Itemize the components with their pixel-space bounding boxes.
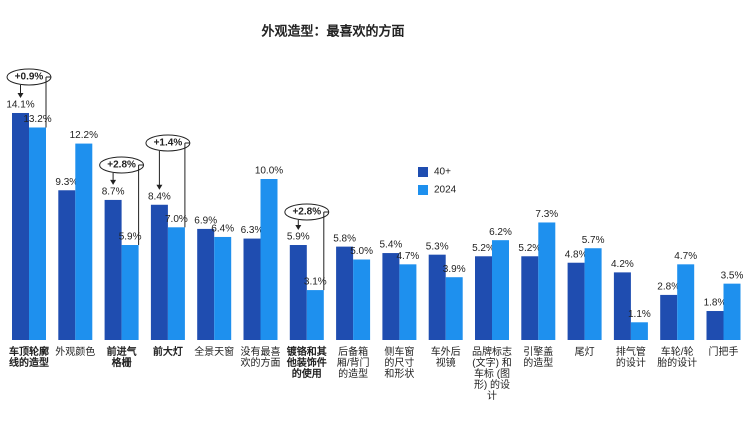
- annotation: +0.9%: [15, 72, 44, 83]
- value-label: 6.4%: [211, 224, 234, 235]
- value-label: 5.8%: [333, 233, 356, 244]
- value-label: 10.0%: [255, 166, 283, 177]
- x-tick-label: 门把手: [708, 347, 739, 358]
- value-label: 5.9%: [119, 232, 142, 243]
- bar: [75, 143, 93, 340]
- x-tick-label: 品牌标志 (文字) 和 车标 (图 形) 的设 计: [472, 347, 512, 402]
- value-label: 3.1%: [304, 277, 327, 288]
- bar: [29, 127, 46, 340]
- bar: [706, 311, 724, 340]
- x-tick-label: 尾灯: [574, 347, 595, 358]
- value-label: 9.3%: [55, 177, 78, 188]
- value-label: 13.2%: [23, 114, 51, 125]
- x-tick-label: 没有最喜 欢的方面: [240, 347, 281, 369]
- bar: [336, 246, 354, 340]
- bar: [197, 228, 215, 340]
- x-tick-label: 车顶轮廓 线的造型: [9, 347, 49, 369]
- bar: [521, 256, 539, 340]
- value-label: 8.4%: [148, 191, 171, 202]
- value-label: 8.7%: [102, 187, 125, 198]
- arrow-head: [156, 184, 163, 190]
- bar: [445, 277, 463, 340]
- bar: [613, 272, 631, 340]
- value-label: 3.9%: [443, 264, 466, 275]
- bar: [104, 199, 122, 340]
- x-tick-label: 后备箱 厢/背门 的造型: [336, 347, 370, 380]
- bar: [243, 238, 261, 340]
- value-label: 5.4%: [380, 240, 403, 251]
- value-label: 6.3%: [241, 225, 264, 236]
- value-label: 5.0%: [350, 246, 373, 257]
- value-label: 4.2%: [611, 259, 634, 270]
- bar: [538, 222, 556, 340]
- x-tick-label: 外观颜色: [55, 347, 96, 358]
- value-label: 5.2%: [472, 243, 495, 254]
- x-tick-label: 前大灯: [152, 347, 183, 358]
- value-label: 6.9%: [194, 216, 217, 227]
- value-label: 6.2%: [489, 227, 512, 238]
- bar: [167, 227, 185, 340]
- value-label: 4.8%: [565, 249, 588, 260]
- value-label: 1.8%: [704, 298, 727, 309]
- value-label: 4.7%: [397, 251, 420, 262]
- value-label: 4.7%: [674, 251, 697, 262]
- legend-swatch: [418, 167, 428, 177]
- bar: [260, 179, 278, 340]
- bar: [121, 245, 139, 340]
- bar: [492, 240, 509, 340]
- bar: [677, 264, 695, 340]
- x-tick-label: 引擎盖 的造型: [523, 347, 554, 369]
- value-label: 7.0%: [165, 214, 188, 225]
- x-tick-label: 车轮/轮 胎的设计: [657, 347, 698, 369]
- value-label: 3.5%: [721, 270, 744, 281]
- bar: [584, 248, 602, 340]
- arrow-head: [295, 225, 302, 231]
- bar: [58, 190, 76, 340]
- value-label: 14.1%: [6, 100, 34, 111]
- bar: [630, 322, 648, 340]
- annotation: +1.4%: [154, 138, 183, 149]
- annotation: +2.8%: [292, 207, 321, 218]
- bar: [306, 290, 324, 340]
- value-label: 12.2%: [70, 130, 98, 141]
- value-label: 5.3%: [426, 241, 449, 252]
- legend-swatch: [418, 185, 428, 195]
- x-tick-label: 车外后 视镜: [430, 347, 461, 369]
- bar: [150, 204, 168, 340]
- value-label: 2.8%: [657, 282, 680, 293]
- legend-label: 40+: [434, 167, 451, 178]
- bar: [399, 264, 417, 340]
- x-tick-label: 全景天窗: [194, 347, 235, 358]
- bar: [214, 236, 232, 340]
- bar: [289, 245, 307, 340]
- arrow-head: [110, 179, 117, 185]
- value-label: 7.3%: [535, 209, 558, 220]
- value-label: 5.9%: [287, 232, 310, 243]
- x-tick-label: 前进气 格栅: [106, 347, 137, 369]
- x-tick-label: 侧车窗 的尺寸 和形状: [384, 347, 415, 380]
- value-label: 1.1%: [628, 309, 651, 320]
- bar: [660, 294, 678, 340]
- bar: [475, 256, 492, 340]
- value-label: 5.2%: [518, 243, 541, 254]
- legend-label: 2024: [434, 185, 457, 196]
- bar: [428, 254, 446, 340]
- chart-title: 外观造型：最喜欢的方面: [260, 23, 404, 38]
- bar: [12, 112, 29, 341]
- bar: [723, 283, 741, 340]
- arrow-head: [17, 92, 24, 98]
- value-label: 5.7%: [582, 235, 605, 246]
- x-tick-label: 排气管 的设计: [615, 347, 646, 369]
- annotation: +2.8%: [107, 160, 136, 171]
- bar: [353, 259, 371, 340]
- bar: [382, 253, 400, 340]
- x-tick-label: 镀铬和其 他装饰件 的使用: [286, 347, 327, 380]
- bar: [567, 262, 585, 340]
